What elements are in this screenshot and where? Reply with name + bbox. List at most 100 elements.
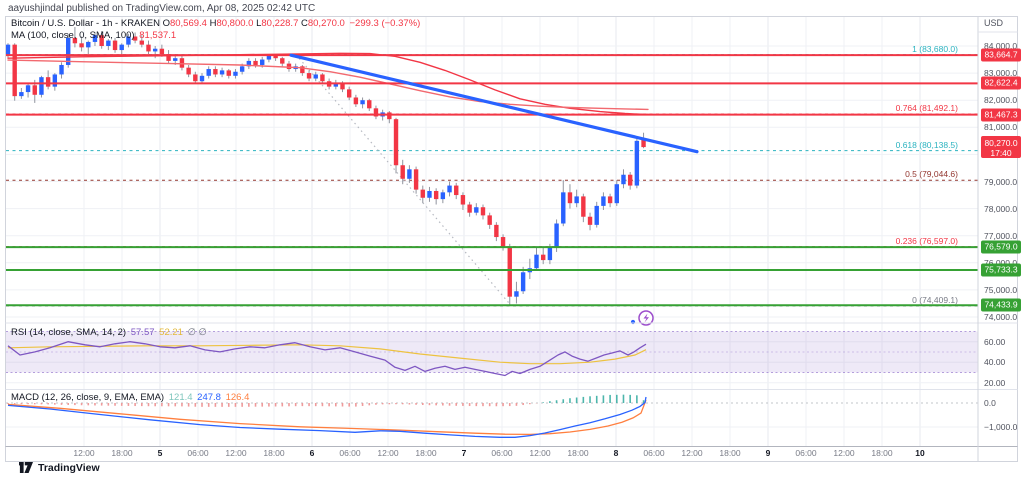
candles-layer <box>5 27 646 306</box>
candle-up <box>614 184 619 204</box>
symbol-exchange: KRAKEN <box>120 18 160 29</box>
candle-down <box>45 77 51 87</box>
time-axis-label: 18:00 <box>263 448 285 458</box>
candle-down <box>179 58 185 68</box>
macd-value: 247.8 <box>197 392 221 403</box>
candle-down <box>387 112 392 120</box>
candle-down <box>541 254 546 261</box>
time-axis-label: 12:00 <box>225 448 247 458</box>
rsi-tick-label: 20.00 <box>984 377 1006 388</box>
rsi-value: 57.57 <box>130 327 155 338</box>
support-price-badge: 74,433.9 <box>981 298 1021 312</box>
time-axis-label: 12:00 <box>73 448 95 458</box>
candle-down <box>273 55 278 59</box>
tradingview-footer-logo[interactable]: TradingView <box>19 461 100 474</box>
tradingview-logo-icon <box>19 461 33 473</box>
candle-up <box>440 192 446 200</box>
candle-down <box>12 44 17 97</box>
price-tick-label: 76,000.0 <box>984 258 1017 268</box>
candle-down <box>340 82 345 90</box>
candle-up <box>86 41 91 48</box>
fib-level-label: 0.236 (76,597.0) <box>895 235 958 246</box>
time-axis-label: 18:00 <box>567 448 589 458</box>
rsi-legend: RSI (14, close, SMA, 14, 2) 57.57 52.21 … <box>11 327 207 338</box>
fib-level-label: 0.764 (81,492.1) <box>895 102 958 113</box>
candle-down <box>467 204 472 213</box>
time-axis-label: 18:00 <box>871 448 893 458</box>
candle-up <box>25 85 31 93</box>
time-axis-label: 06:00 <box>795 448 817 458</box>
candle-down <box>400 165 405 179</box>
candle-up <box>574 196 579 204</box>
time-axis-label: 06:00 <box>187 448 209 458</box>
candle-up <box>601 196 606 206</box>
candle-up <box>407 169 412 179</box>
price-tick-label: 82,000.0 <box>984 95 1018 106</box>
rsi-pane <box>6 330 978 377</box>
candle-up <box>239 66 245 72</box>
ohlc-value: 80,800.0 <box>216 18 254 29</box>
descending-trendline <box>289 53 699 154</box>
candle-down <box>641 138 646 148</box>
candle-down <box>139 40 144 45</box>
ma-secondary-line <box>7 59 649 111</box>
macd-line <box>7 396 647 438</box>
time-axis-label: 12:00 <box>529 448 551 458</box>
candle-up <box>634 140 640 186</box>
candle-down <box>166 54 171 61</box>
macd-tick-label: 0.0 <box>984 398 996 408</box>
current-price-badge: 80,270.0 17:40 <box>981 136 1021 159</box>
symbol-legend: Bitcoin / U.S. Dollar - 1h - KRAKEN O80,… <box>11 18 421 29</box>
candle-up <box>554 223 559 248</box>
candle-up <box>594 205 599 225</box>
price-tick-label: 84,000.0 <box>984 41 1018 51</box>
fib-level-label: 0 (74,409.1) <box>912 294 958 305</box>
candle-down <box>353 97 359 105</box>
candle-up <box>233 71 238 76</box>
candle-down <box>306 73 312 79</box>
candle-up <box>173 58 178 61</box>
candle-up <box>5 44 11 56</box>
candle-down <box>346 89 352 98</box>
rsi-line <box>7 341 647 377</box>
candle-down <box>286 63 292 70</box>
candle-down <box>500 237 506 247</box>
support-price-badge: 75,733.3 <box>981 263 1021 277</box>
time-axis-label: 12:00 <box>681 448 703 458</box>
candle-up <box>447 185 452 193</box>
candle-up <box>66 37 71 65</box>
candle-up <box>119 44 124 51</box>
price-tick-label: 77,000.0 <box>984 230 1018 241</box>
candle-up <box>427 190 432 198</box>
candle-up <box>313 74 318 79</box>
grid-layer <box>6 17 978 446</box>
candle-down <box>213 69 218 75</box>
candle-down <box>320 74 325 82</box>
macd-hist-value: 121.4 <box>168 392 193 403</box>
candle-up <box>547 247 553 261</box>
symbol-interval: 1h <box>101 18 113 29</box>
candle-down <box>280 58 285 64</box>
price-axis-unit: USD <box>984 18 1004 28</box>
time-axis-label: 12:00 <box>377 448 399 458</box>
candle-down <box>393 119 399 166</box>
time-axis-label: 06:00 <box>491 448 513 458</box>
candle-down <box>494 224 499 238</box>
symbol-title: Bitcoin / U.S. Dollar <box>11 18 94 29</box>
ohlc-key: H <box>206 18 217 29</box>
candle-down <box>587 216 593 225</box>
candle-down <box>186 67 191 75</box>
resistance-price-badge: 83,664.7 <box>981 48 1021 62</box>
candle-down <box>132 36 138 41</box>
candle-up <box>219 70 225 75</box>
candle-down <box>567 192 573 204</box>
macd-legend: MACD (12, 26, close, 9, EMA, EMA) 121.4 … <box>11 392 250 403</box>
macd-signal-line <box>7 399 647 436</box>
ohlc-key: C <box>298 18 308 29</box>
candle-up <box>19 92 24 97</box>
ohlc-values: O80,569.4 H80,800.0 L80,228.7 C80,270.0 <box>163 18 345 29</box>
ohlc-value: 80,228.7 <box>261 18 299 29</box>
candle-up <box>534 254 539 269</box>
time-axis-label: 18:00 <box>719 448 741 458</box>
